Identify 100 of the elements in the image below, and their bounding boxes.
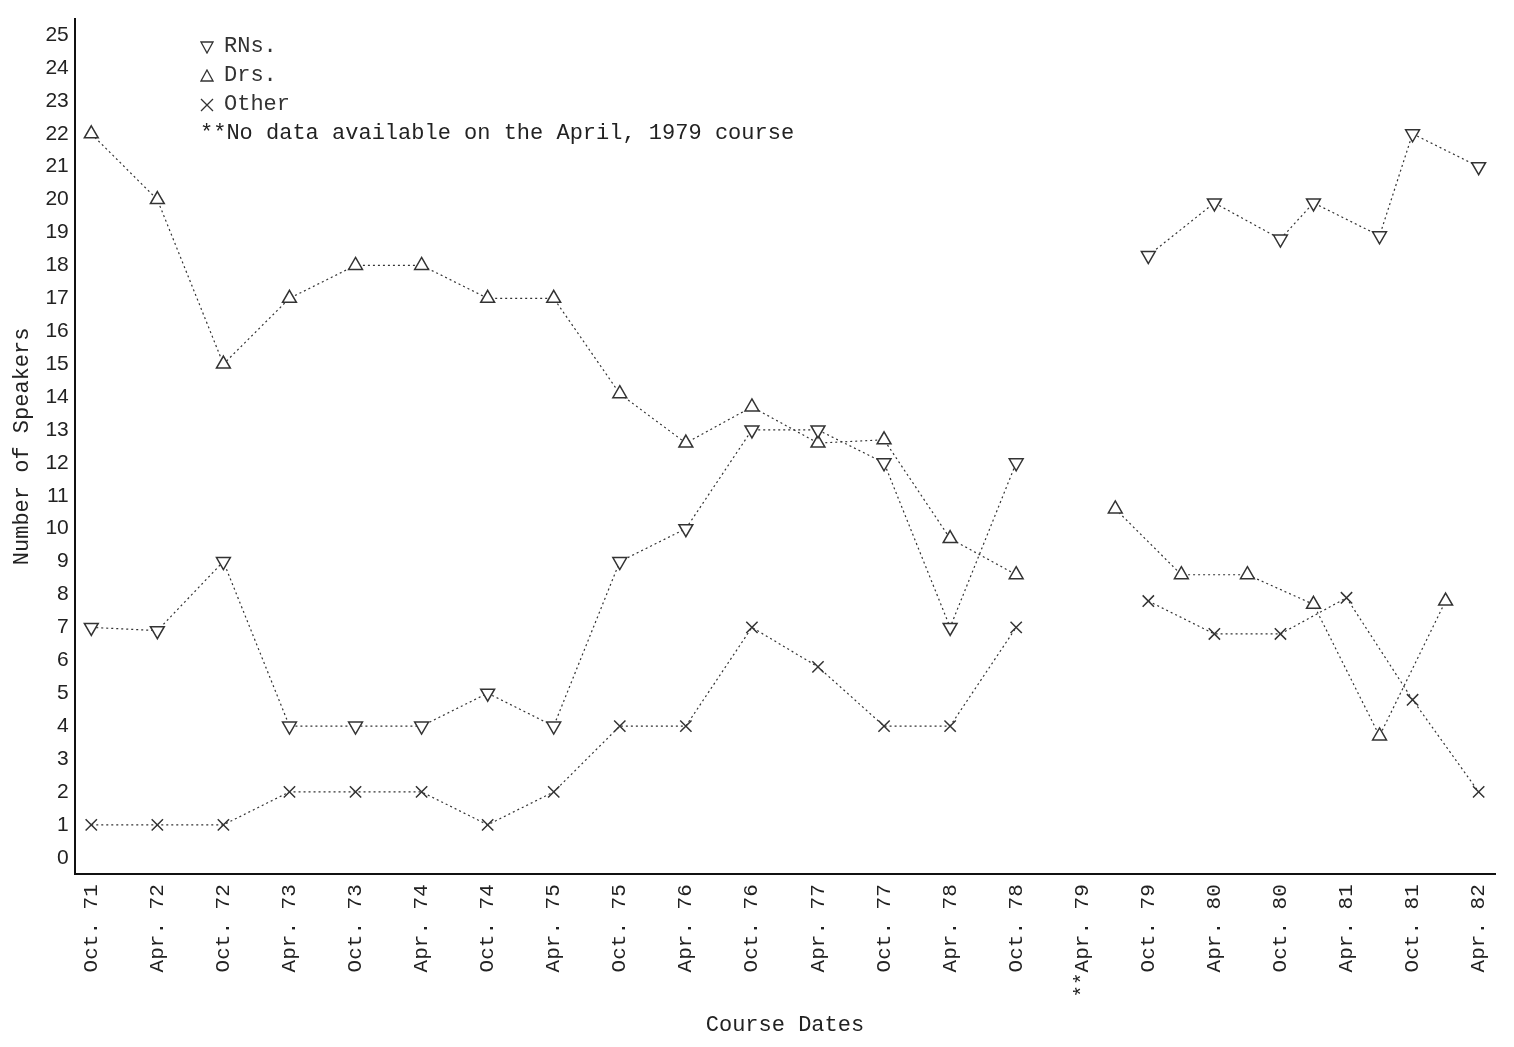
y-tick-label: 6 — [57, 647, 69, 671]
point — [150, 818, 164, 832]
x-tick-label: Oct. 78 — [1004, 884, 1028, 973]
y-tick-label: 15 — [45, 350, 69, 374]
x-tick-label: Oct. 72 — [211, 884, 235, 973]
x-tick-label: Oct. 71 — [79, 884, 103, 973]
y-tick-label: 16 — [45, 318, 69, 342]
point — [83, 125, 99, 139]
x-tick-label: Oct. 81 — [1401, 884, 1425, 973]
x-tick-label: Apr. 74 — [410, 884, 434, 973]
y-tick-label: 4 — [57, 712, 70, 736]
point — [546, 721, 562, 735]
point — [679, 719, 693, 733]
y-axis-title: Number of Speakers — [10, 327, 36, 566]
point — [1107, 500, 1123, 514]
point — [810, 434, 826, 448]
y-tick-label: 9 — [57, 548, 69, 572]
point — [1340, 591, 1353, 605]
point — [811, 660, 825, 674]
legend-label: Drs. — [224, 62, 277, 90]
y-tick-label: 12 — [45, 449, 69, 473]
x-tick-label: Oct. 74 — [476, 884, 500, 973]
point — [876, 431, 892, 445]
y-tick-label: 13 — [45, 416, 69, 440]
y-tick-label: 20 — [45, 186, 69, 210]
point — [481, 818, 495, 832]
x-tick-label: Apr. 72 — [145, 884, 169, 973]
point — [1406, 693, 1419, 707]
point — [413, 256, 430, 271]
point — [1141, 594, 1155, 608]
point — [415, 785, 429, 799]
y-tick-label: 10 — [45, 515, 69, 539]
point — [1173, 565, 1190, 580]
point — [612, 384, 628, 399]
point — [281, 289, 298, 304]
x-tick-label: Apr. 78 — [938, 884, 962, 973]
point — [1009, 620, 1023, 634]
point — [745, 620, 759, 634]
point — [413, 721, 430, 735]
y-tick-label: 3 — [57, 745, 69, 769]
y-tick-label: 5 — [57, 679, 69, 703]
x-tick-label: Oct. 75 — [608, 884, 632, 973]
point — [347, 721, 364, 735]
point — [1305, 595, 1322, 610]
point — [943, 719, 957, 733]
x-tick-label: Apr. 73 — [278, 884, 302, 973]
x-axis-title: Course Dates — [705, 1012, 865, 1038]
y-tick-label: 24 — [45, 54, 70, 78]
point — [678, 434, 694, 448]
y-tick-label: 18 — [45, 252, 69, 276]
x-tick-label: Oct. 80 — [1269, 884, 1293, 973]
point — [1207, 627, 1221, 641]
point — [613, 719, 627, 733]
point — [479, 688, 496, 702]
x-tick-label: Oct. 73 — [344, 884, 368, 973]
y-tick-label: 11 — [46, 482, 69, 506]
y-tick-label: 19 — [45, 219, 69, 243]
x-tick-label: Apr. 75 — [542, 884, 566, 973]
point — [1008, 565, 1024, 580]
x-tick-label: **Apr. 79 — [1070, 884, 1094, 998]
point — [479, 289, 496, 304]
point — [877, 719, 891, 733]
x-tick-label: Apr. 82 — [1467, 884, 1491, 973]
x-tick-label: Apr. 76 — [674, 884, 698, 973]
point — [546, 289, 562, 304]
point — [283, 785, 296, 799]
point — [1437, 592, 1454, 606]
x-tick-label: Oct. 77 — [872, 884, 896, 973]
point — [347, 256, 364, 271]
point — [1239, 565, 1256, 580]
point — [149, 190, 166, 205]
y-tick-label: 21 — [45, 153, 69, 177]
y-tick-label: 25 — [45, 21, 69, 45]
point — [215, 355, 232, 369]
point — [942, 529, 958, 544]
x-tick-label: Oct. 79 — [1136, 884, 1160, 973]
x-tick-label: Oct. 76 — [740, 884, 764, 973]
x-tick-label: Apr. 81 — [1335, 884, 1359, 973]
point — [84, 818, 98, 832]
point — [1472, 785, 1486, 799]
y-tick-label: 7 — [57, 614, 69, 638]
point — [281, 721, 298, 735]
y-tick-label: 8 — [57, 581, 69, 605]
y-tick-label: 22 — [45, 120, 69, 144]
y-tick-label: 17 — [45, 285, 69, 309]
point — [547, 785, 561, 799]
y-tick-label: 23 — [45, 87, 69, 111]
point — [349, 785, 362, 799]
y-tick-label: 0 — [57, 844, 69, 868]
y-tick-label: 2 — [57, 778, 69, 802]
y-tick-label: 1 — [57, 811, 69, 835]
annotation: **No data available on the April, 1979 course — [200, 120, 795, 148]
point — [217, 818, 230, 832]
x-tick-label: Apr. 77 — [806, 884, 830, 973]
legend-label: RNs. — [224, 33, 277, 61]
legend-label: Other — [224, 91, 291, 119]
point — [1274, 627, 1287, 641]
x-tick-label: Apr. 80 — [1202, 884, 1226, 973]
point — [744, 398, 760, 412]
y-tick-label: 14 — [45, 383, 70, 407]
